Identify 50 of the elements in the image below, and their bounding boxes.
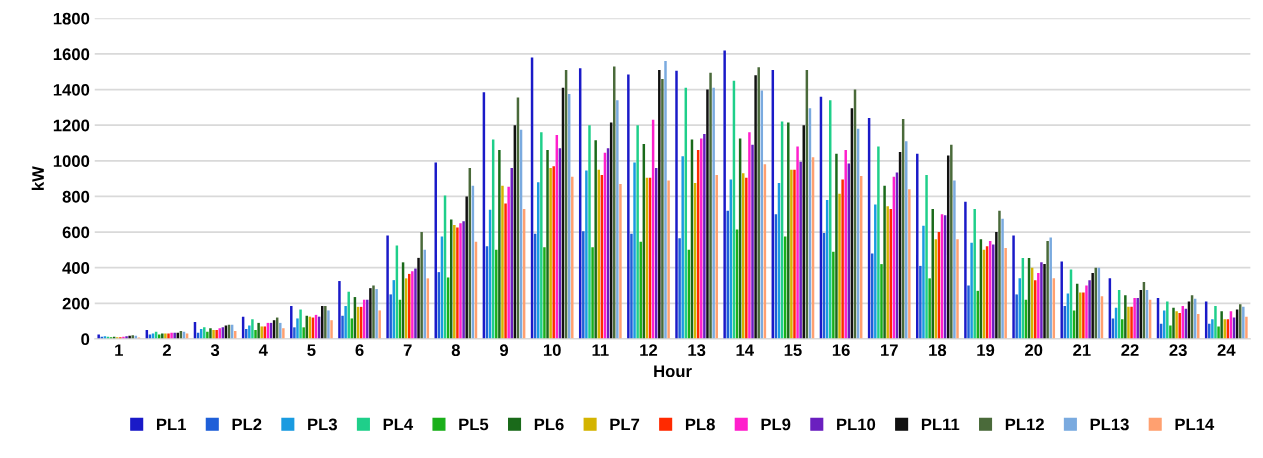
x-tick-label: 12: [640, 344, 658, 356]
x-tick-label: 24: [1217, 344, 1236, 356]
legend-label: PL9: [761, 418, 791, 431]
legend-label: PL13: [1090, 418, 1129, 431]
x-tick-label: 20: [1025, 344, 1043, 357]
legend-label: PL5: [459, 418, 489, 431]
x-tick-label: 18: [929, 344, 947, 357]
x-tick-label: 19: [977, 344, 995, 357]
x-tick-label: 7: [403, 344, 412, 356]
y-tick-label: 1000: [53, 155, 90, 168]
legend-label: PL12: [1005, 418, 1044, 431]
x-tick-label: 5: [307, 344, 316, 357]
y-tick-label: 1200: [53, 119, 90, 132]
legend-label: PL1: [156, 418, 186, 431]
x-tick-label: 11: [592, 344, 609, 356]
x-tick-label: 15: [784, 344, 802, 357]
x-tick-label: 14: [736, 344, 754, 356]
x-tick-label: 17: [881, 344, 898, 356]
x-tick-label: 9: [499, 344, 509, 357]
legend-label: PL2: [232, 418, 262, 431]
legend-label: PL4: [383, 418, 414, 431]
y-tick-label: 1400: [53, 83, 90, 96]
y-tick-label: 800: [62, 190, 90, 203]
legend-label: PL7: [610, 418, 640, 431]
y-tick-label: 400: [62, 262, 90, 274]
legend-label: PL10: [837, 418, 876, 431]
y-tick-label: 1600: [53, 48, 90, 61]
x-tick-label: 22: [1121, 344, 1139, 356]
x-tick-label: 3: [210, 344, 220, 357]
x-tick-label: 13: [688, 344, 706, 357]
y-tick-label: 600: [62, 226, 90, 239]
x-tick-label: 23: [1169, 344, 1187, 357]
legend-label: PL3: [308, 418, 337, 431]
y-axis-title: kW: [31, 166, 44, 190]
legend-label: PL6: [534, 418, 564, 431]
y-tick-label: 0: [81, 333, 90, 346]
x-tick-label: 4: [258, 344, 268, 356]
x-tick-label: 1: [115, 344, 123, 356]
y-tick-label: 200: [62, 297, 90, 310]
x-tick-label: 2: [162, 344, 171, 356]
legend-label: PL8: [685, 418, 715, 431]
x-tick-label: 8: [451, 344, 460, 357]
x-tick-label: 10: [543, 344, 561, 357]
y-tick-label: 1800: [53, 12, 90, 25]
x-tick-label: 21: [1073, 344, 1091, 356]
x-axis-title: Hour: [654, 365, 692, 378]
legend-label: PL11: [921, 418, 960, 431]
x-tick-label: 16: [832, 344, 850, 357]
legend-label: PL14: [1175, 418, 1215, 431]
x-tick-label: 6: [355, 344, 364, 357]
